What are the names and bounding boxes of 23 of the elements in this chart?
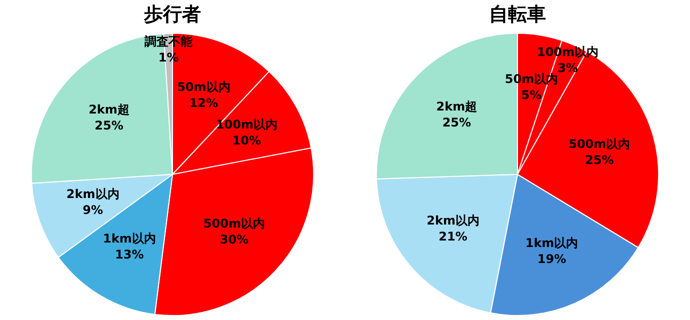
data-label: 30%	[220, 232, 249, 246]
slice-label: 2km以内	[66, 187, 120, 202]
chart-title: 歩行者	[143, 3, 201, 26]
slice-label: 2km超	[88, 102, 130, 117]
data-label: 3%	[558, 60, 578, 75]
slice-label: 1km以内	[102, 231, 156, 246]
slice-label: 2km以内	[426, 213, 480, 228]
data-label: 25%	[442, 116, 472, 130]
data-label: 21%	[438, 229, 468, 244]
data-label: 25%	[585, 153, 614, 168]
chart-title: 自転車	[489, 3, 546, 26]
slice-label: 1km以内	[525, 236, 578, 250]
slice-label: 50m以内	[177, 80, 230, 94]
data-label: 19%	[537, 252, 566, 266]
data-label: 5%	[521, 88, 542, 102]
data-label: 25%	[94, 118, 124, 133]
slice-label: 2km超	[436, 100, 478, 114]
data-label: 10%	[232, 134, 262, 148]
data-label: 12%	[189, 96, 218, 110]
slice-label: 500m以内	[203, 216, 265, 230]
data-label: 13%	[115, 247, 144, 262]
data-label: 9%	[82, 203, 104, 218]
slice-label: 500m以内	[568, 137, 630, 152]
